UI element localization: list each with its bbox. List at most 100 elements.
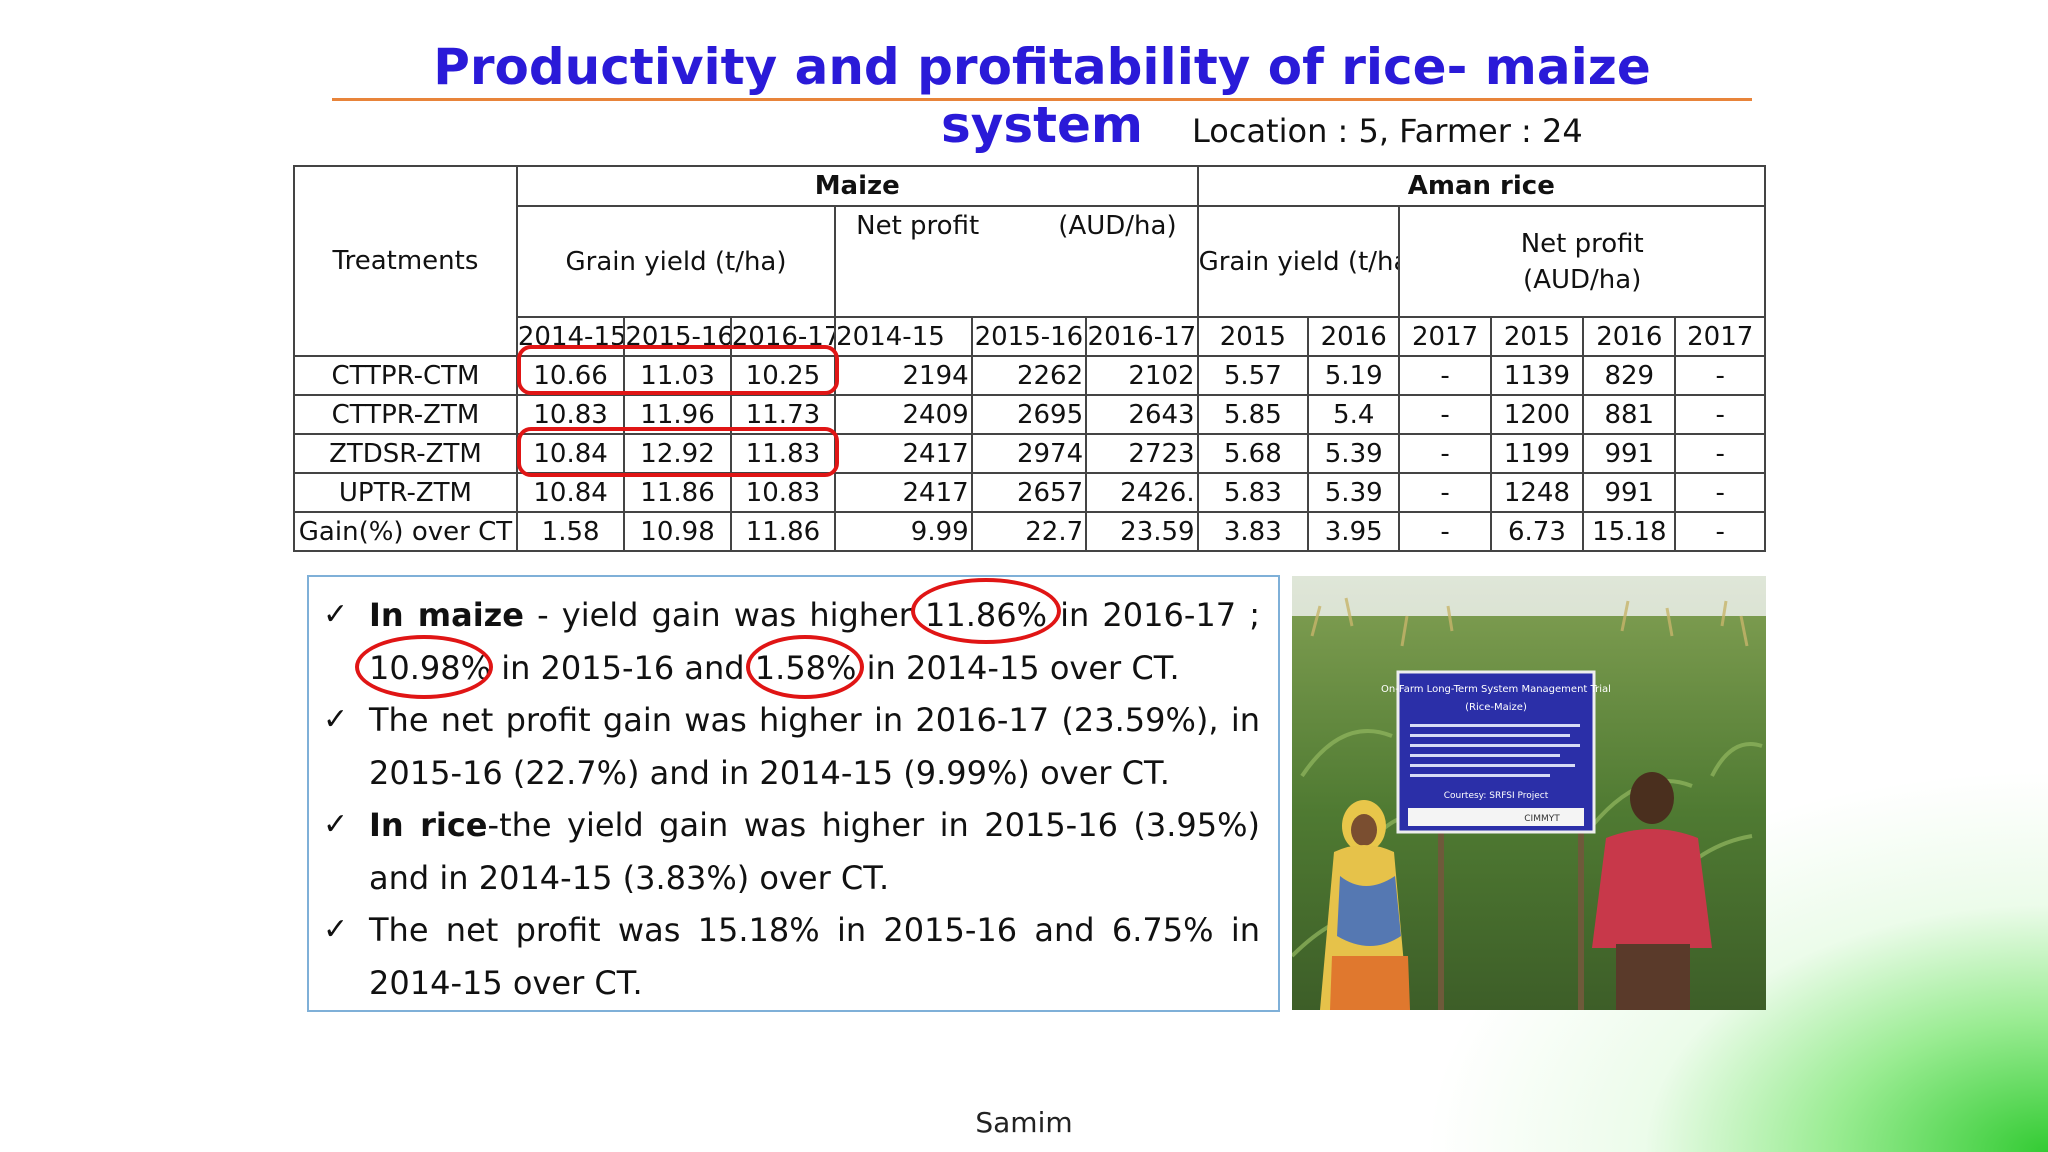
table-row: Gain(%) over CT 1.58 10.98 11.86 9.99 22.7 23.… [293, 511, 1766, 552]
table-cell: 15.18 [1582, 511, 1677, 552]
table-cell: 10.83 [729, 472, 837, 513]
year-cell: 2016-17 [729, 316, 837, 357]
table-cell: 1248 [1489, 472, 1585, 513]
table-cell: 991 [1582, 433, 1677, 474]
sign-line-4: Courtesy: SRFSI Project [1444, 791, 1549, 801]
table-row: CTTPR-ZTM 10.83 11.96 11.73 2409 2695 2643 5.85… [293, 394, 1766, 435]
treatment-name: ZTDSR-ZTM [293, 433, 518, 474]
table-cell: 11.03 [623, 355, 732, 396]
bullet-text: The net profit was 15.18% in 2015-16 and… [369, 911, 1260, 1002]
table-row: ZTDSR-ZTM 10.84 12.92 11.83 2417 2974 2723 5.68… [293, 433, 1766, 474]
check-icon: ✓ [323, 597, 349, 632]
aman-net-profit-unit: (AUD/ha) [1523, 264, 1642, 295]
bullet-text: The net profit gain was higher in 2016-1… [369, 701, 1260, 792]
year-cell: 2015-16 [623, 316, 732, 357]
sign-text-lines [1410, 724, 1580, 777]
sign-line-1: On-Farm Long-Term System Management Tria… [1381, 684, 1611, 695]
table-cell: - [1674, 433, 1766, 474]
bullet-rice-profit: ✓ The net profit was 15.18% in 2015-16 a… [323, 904, 1260, 1009]
year-cell: 2016 [1582, 316, 1677, 357]
table-cell: 2194 [834, 355, 973, 396]
sign-line-3: CIMMYT [1524, 814, 1560, 824]
table-cell: - [1398, 355, 1492, 396]
year-cell: 2016 [1307, 316, 1401, 357]
table-cell: 1139 [1489, 355, 1585, 396]
table-cell: 2974 [970, 433, 1088, 474]
table-cell: 2262 [970, 355, 1088, 396]
table-cell: 2426. [1085, 472, 1199, 513]
treatment-name: Gain(%) over CT [293, 511, 518, 552]
treatment-name: CTTPR-CTM [293, 355, 518, 396]
table-cell: 11.86 [729, 511, 837, 552]
bullet-bold-lead: In rice [369, 806, 488, 844]
table-cell: 829 [1582, 355, 1677, 396]
sign-post-left [1438, 678, 1444, 1010]
check-icon: ✓ [323, 702, 349, 737]
table-cell: 11.86 [623, 472, 732, 513]
field-photo: On-Farm Long-Term System Management Tria… [1292, 576, 1766, 1010]
table-cell: 5.19 [1307, 355, 1401, 396]
maize-net-profit-label: Net profit [856, 211, 980, 241]
table-cell: 2657 [970, 472, 1088, 513]
slide-title: Productivity and profitability of rice- … [433, 38, 1651, 154]
table-cell: 9.99 [834, 511, 973, 552]
table-cell: - [1398, 394, 1492, 435]
sign-line-2: (Rice-Maize) [1465, 702, 1527, 713]
sign-post-right [1578, 678, 1584, 1010]
table-cell: - [1674, 472, 1766, 513]
table-cell: 1199 [1489, 433, 1585, 474]
year-cell: 2017 [1674, 316, 1766, 357]
check-icon: ✓ [323, 807, 349, 842]
bullet-rice-yield: ✓ In rice-the yield gain was higher in 2… [323, 799, 1260, 904]
highlight-oval-10-98 [355, 635, 493, 699]
highlight-oval-11-86 [911, 578, 1061, 644]
table-cell: - [1398, 511, 1492, 552]
farmer-woman [1320, 800, 1410, 1010]
table-cell: 5.57 [1196, 355, 1310, 396]
maize-net-profit-unit: (AUD/ha) [1058, 211, 1177, 241]
maize-grain-yield-header: Grain yield (t/ha) [515, 205, 837, 318]
table-cell: - [1674, 394, 1766, 435]
table-cell: 10.84 [515, 472, 626, 513]
bullet-bold-lead: In maize [369, 596, 524, 634]
table-row: CTTPR-CTM 10.66 11.03 10.25 2194 2262 2102 5.57… [293, 355, 1766, 396]
table-row: UPTR-ZTM 10.84 11.86 10.83 2417 2657 2426. 5.83… [293, 472, 1766, 513]
table-cell: 2723 [1085, 433, 1199, 474]
table-cell: 12.92 [623, 433, 732, 474]
table-cell: 2409 [834, 394, 973, 435]
table-cell: 10.84 [515, 433, 626, 474]
table-cell: 3.95 [1307, 511, 1401, 552]
highlight-ctm-maize-yield [517, 345, 839, 395]
table-cell: - [1674, 355, 1766, 396]
table-cell: 10.98 [623, 511, 732, 552]
table-cell: 5.4 [1307, 394, 1401, 435]
table-cell: 2102 [1085, 355, 1199, 396]
aman-net-profit-header: Net profit (AUD/ha) [1398, 205, 1766, 318]
treatments-header: Treatments [293, 165, 518, 357]
aman-grain-yield-header: Grain yield (t/ha) [1196, 205, 1401, 318]
maize-tassels [1310, 597, 1749, 647]
table-cell: 2417 [834, 433, 973, 474]
table-cell: 6.73 [1489, 511, 1585, 552]
maize-header: Maize [515, 165, 1199, 207]
aman-net-profit-label: Net profit [1520, 228, 1644, 259]
table-cell: 2643 [1085, 394, 1199, 435]
table-cell: - [1398, 472, 1492, 513]
table-cell: 23.59 [1085, 511, 1199, 552]
year-cell: 2016-17 [1085, 316, 1199, 357]
table-cell: 5.83 [1196, 472, 1310, 513]
table-cell: - [1674, 511, 1766, 552]
table-cell: - [1398, 433, 1492, 474]
maize-net-profit-header: Net profit (AUD/ha) [834, 205, 1199, 318]
farmer-man [1592, 772, 1712, 1010]
table-cell: 991 [1582, 472, 1677, 513]
trial-signboard [1396, 670, 1596, 834]
year-cell: 2015 [1196, 316, 1310, 357]
table-cell: 881 [1582, 394, 1677, 435]
highlight-ztdsr-maize-yield [517, 427, 839, 477]
table-cell: 22.7 [970, 511, 1088, 552]
yield-profit-table: Treatments Maize Aman rice Grain yield (… [293, 165, 1767, 552]
bullet-maize-profit: ✓ The net profit gain was higher in 2016… [323, 694, 1260, 799]
year-cell: 2015 [1489, 316, 1585, 357]
table-cell: 2695 [970, 394, 1088, 435]
